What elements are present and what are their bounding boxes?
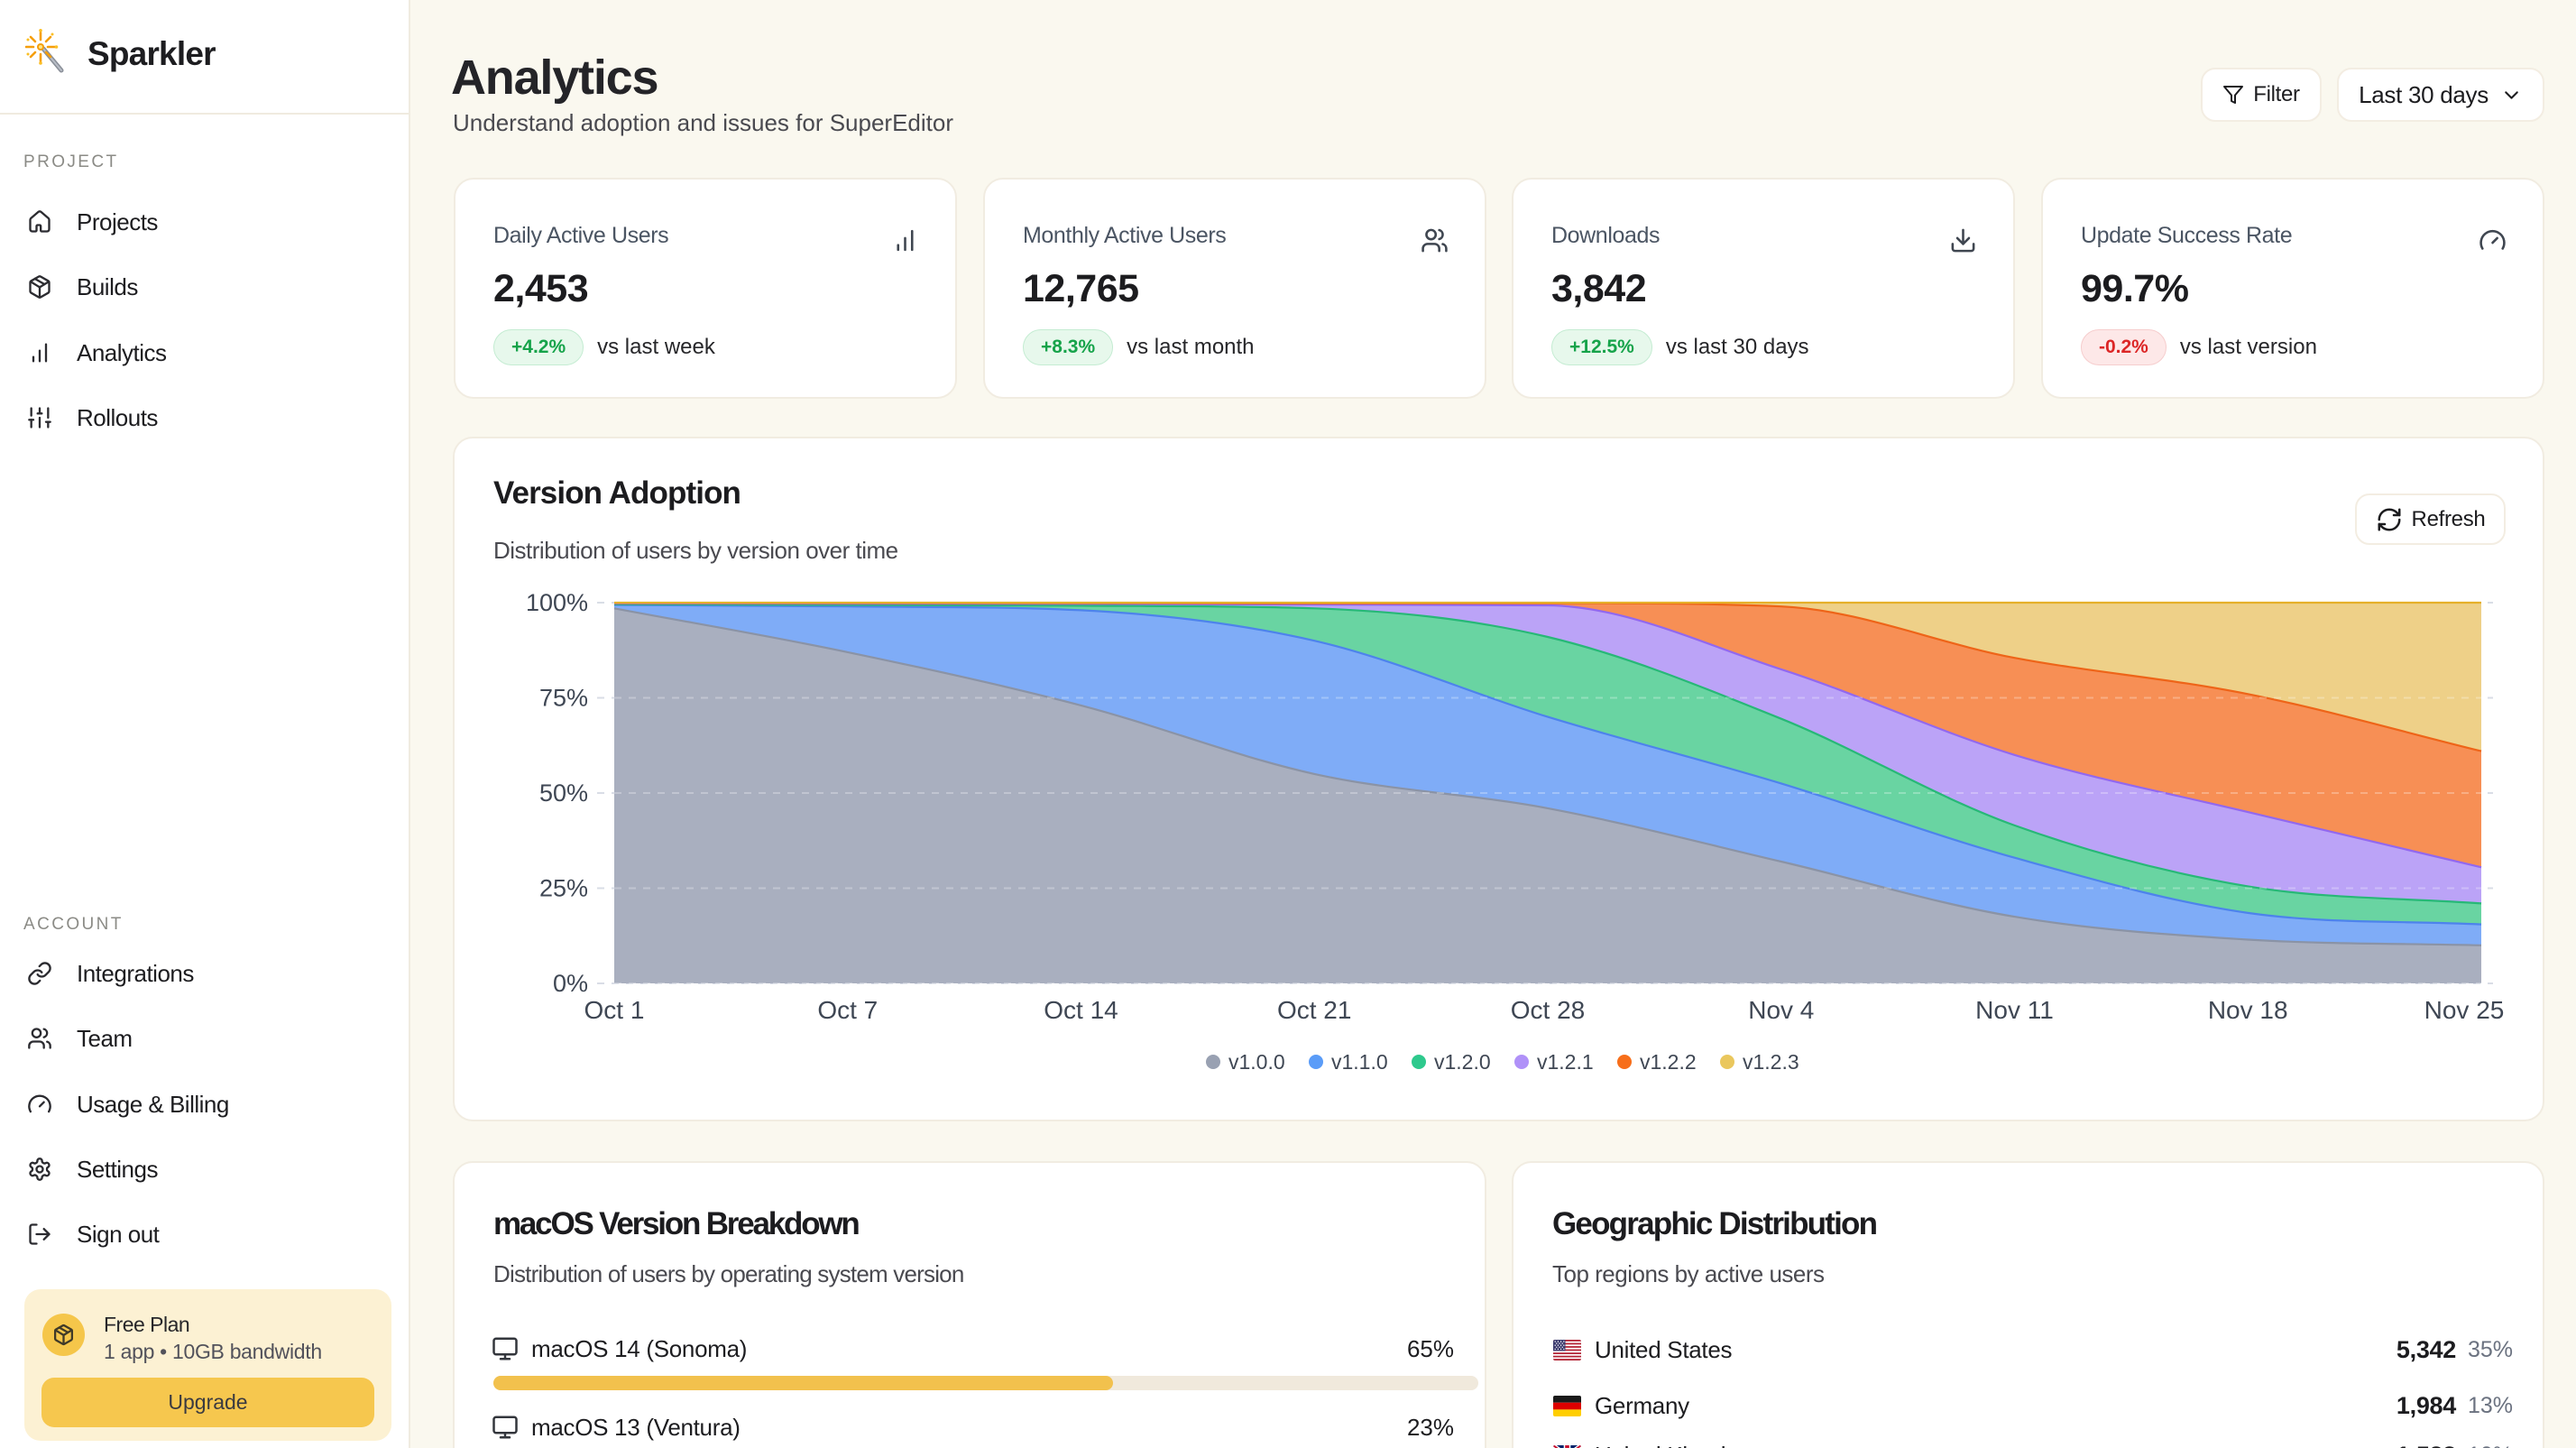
svg-text:Oct 21: Oct 21	[1277, 996, 1351, 1024]
svg-text:Oct 14: Oct 14	[1044, 996, 1118, 1024]
svg-text:Nov 25: Nov 25	[2424, 996, 2505, 1024]
svg-text:v1.2.2: v1.2.2	[1640, 1050, 1697, 1074]
svg-text:Oct 28: Oct 28	[1511, 996, 1585, 1024]
svg-text:100%: 100%	[526, 589, 588, 616]
svg-text:0%: 0%	[553, 970, 588, 997]
svg-text:v1.1.0: v1.1.0	[1331, 1050, 1388, 1074]
svg-text:Oct 7: Oct 7	[817, 996, 878, 1024]
svg-text:v1.2.1: v1.2.1	[1537, 1050, 1594, 1074]
svg-text:Oct 1: Oct 1	[584, 996, 645, 1024]
svg-text:v1.2.3: v1.2.3	[1743, 1050, 1799, 1074]
svg-text:v1.2.0: v1.2.0	[1434, 1050, 1491, 1074]
svg-text:75%: 75%	[539, 685, 588, 712]
svg-text:Nov 11: Nov 11	[1975, 996, 2054, 1024]
svg-text:Nov 18: Nov 18	[2208, 996, 2288, 1024]
svg-text:50%: 50%	[539, 779, 588, 807]
svg-text:25%: 25%	[539, 875, 588, 902]
svg-text:Nov 4: Nov 4	[1748, 996, 1814, 1024]
svg-text:v1.0.0: v1.0.0	[1228, 1050, 1285, 1074]
